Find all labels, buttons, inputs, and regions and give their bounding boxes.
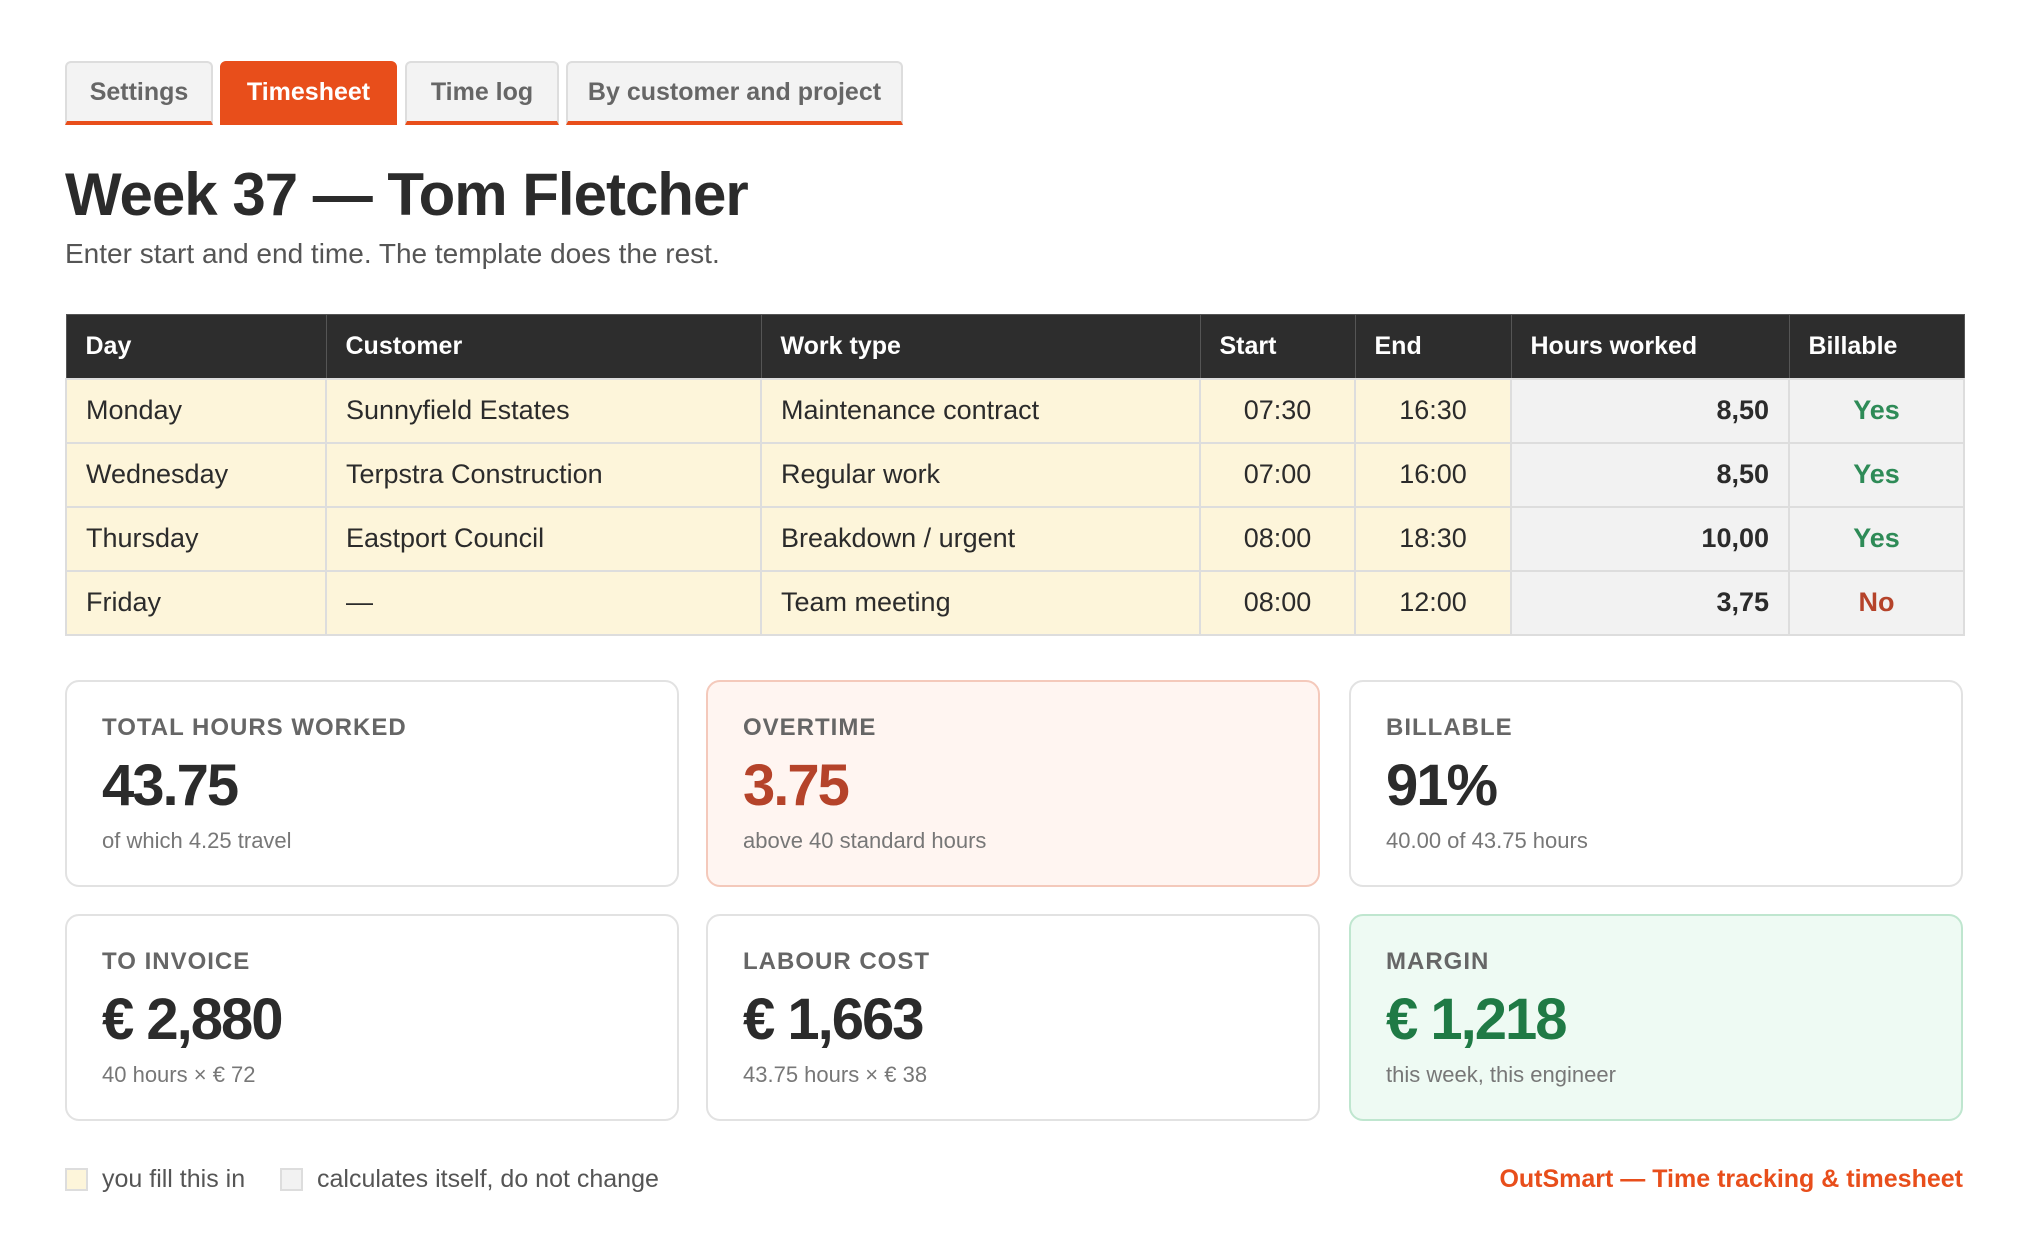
card-label: Margin — [1386, 948, 1490, 975]
cell-hours: 3,75 — [1510, 569, 1790, 636]
cell-start: 07:00 — [1199, 441, 1356, 508]
cell-day: Monday — [65, 377, 327, 444]
cell-end: 12:00 — [1354, 569, 1512, 636]
cell-customer: — — [325, 569, 762, 636]
card-label: Billable — [1386, 714, 1513, 741]
subtitle: Enter start and end time. The template d… — [65, 238, 720, 269]
card-note: 40 hours × € 72 — [102, 1062, 256, 1087]
column-header: End — [1354, 314, 1512, 379]
card-note: 43.75 hours × € 38 — [743, 1062, 928, 1087]
table-row: Friday — Team meeting 08:00 12:00 3,75 No — [65, 569, 1965, 636]
column-header: Customer — [325, 314, 762, 379]
tab[interactable]: Settings — [65, 61, 213, 125]
table-row: Wednesday Terpstra Construction Regular wo… — [65, 441, 1965, 508]
summary-card: Margin € 1,218 this week, this engineer — [1349, 914, 1963, 1121]
card-note: of which 4.25 travel — [102, 828, 292, 853]
legend-text: you fill this in — [102, 1165, 246, 1193]
tab[interactable]: By customer and project — [566, 61, 903, 125]
page-title: Week 37 — Tom Fletcher — [65, 161, 749, 228]
legend-calculated: calculates itself, do not change — [280, 1165, 659, 1194]
header-row: Day Customer Work type Start End Hours worked… — [65, 314, 1965, 379]
card-label: Labour cost — [743, 948, 930, 975]
cell-customer: Terpstra Construction — [325, 441, 762, 508]
cell-hours: 8,50 — [1510, 441, 1790, 508]
cell-billable: No — [1788, 569, 1965, 636]
cell-billable: Yes — [1788, 441, 1965, 508]
card-value: 3.75 — [743, 753, 850, 818]
column-header: Day — [65, 314, 327, 379]
legend-text: calculates itself, do not change — [317, 1165, 659, 1193]
cell-end: 18:30 — [1354, 505, 1512, 572]
table-row: Thursday Eastport Council Breakdown / urge… — [65, 505, 1965, 572]
card-note: this week, this engineer — [1386, 1062, 1616, 1087]
brand: OutSmart — Time tracking & timesheet — [1499, 1165, 1963, 1193]
cell-customer: Sunnyfield Estates — [325, 377, 762, 444]
cell-day: Thursday — [65, 505, 327, 572]
summary-card: Billable 91% 40.00 of 43.75 hours — [1349, 680, 1963, 887]
swatch — [65, 1168, 88, 1191]
card-value: 91% — [1386, 753, 1498, 818]
summary-card: Total hours worked 43.75 of which 4.25 tra… — [65, 680, 679, 887]
card-label: To invoice — [102, 948, 251, 975]
cell-end: 16:00 — [1354, 441, 1512, 508]
card-label: Total hours worked — [102, 714, 407, 741]
card-value: € 1,218 — [1386, 987, 1568, 1052]
column-header: Billable — [1788, 314, 1965, 379]
cell-work-type: Maintenance contract — [760, 377, 1201, 444]
cell-work-type: Team meeting — [760, 569, 1201, 636]
swatch — [280, 1168, 303, 1191]
legend-input: you fill this in — [65, 1165, 245, 1194]
timesheet-table: Day Customer Work type Start End Hours worked… — [65, 314, 1965, 636]
cell-work-type: Breakdown / urgent — [760, 505, 1201, 572]
cell-end: 16:30 — [1354, 377, 1512, 444]
column-header: Start — [1199, 314, 1356, 379]
cell-day: Friday — [65, 569, 327, 636]
cell-start: 08:00 — [1199, 569, 1356, 636]
summary-card: To invoice € 2,880 40 hours × € 72 — [65, 914, 679, 1121]
cell-billable: Yes — [1788, 377, 1965, 444]
card-value: € 1,663 — [743, 987, 925, 1052]
cell-hours: 8,50 — [1510, 377, 1790, 444]
tab[interactable]: Time log — [405, 61, 559, 125]
cell-hours: 10,00 — [1510, 505, 1790, 572]
card-note: above 40 standard hours — [743, 828, 987, 853]
table-row: Monday Sunnyfield Estates Maintenance cont… — [65, 377, 1965, 444]
column-header: Hours worked — [1510, 314, 1790, 379]
cell-customer: Eastport Council — [325, 505, 762, 572]
cell-billable: Yes — [1788, 505, 1965, 572]
cell-start: 07:30 — [1199, 377, 1356, 444]
cell-start: 08:00 — [1199, 505, 1356, 572]
cell-work-type: Regular work — [760, 441, 1201, 508]
card-note: 40.00 of 43.75 hours — [1386, 828, 1588, 853]
tab[interactable]: Timesheet — [220, 61, 397, 125]
card-value: 43.75 — [102, 753, 239, 818]
summary-card: Overtime 3.75 above 40 standard hours — [706, 680, 1320, 887]
card-label: Overtime — [743, 714, 877, 741]
summary-card: Labour cost € 1,663 43.75 hours × € 38 — [706, 914, 1320, 1121]
column-header: Work type — [760, 314, 1201, 379]
card-value: € 2,880 — [102, 987, 284, 1052]
cell-day: Wednesday — [65, 441, 327, 508]
